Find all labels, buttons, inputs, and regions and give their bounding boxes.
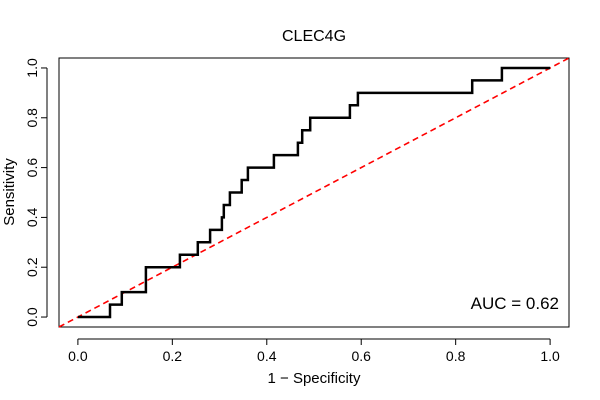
y-axis-title: Sensitivity [1, 158, 18, 226]
y-tick-label: 1.0 [24, 58, 40, 78]
y-tick-label: 0.6 [24, 158, 40, 178]
x-tick-label: 0.2 [163, 348, 183, 364]
y-axis: 0.0 0.2 0.4 0.6 0.8 1.0 [24, 58, 48, 327]
y-tick-label: 0.2 [24, 257, 40, 277]
x-axis-title: 1 − Specificity [268, 370, 361, 387]
x-axis: 0.0 0.2 0.4 0.6 0.8 1.0 [68, 338, 560, 364]
reference-diagonal-line [58, 57, 570, 328]
x-tick-label: 0.8 [446, 348, 466, 364]
roc-curve-line [77, 66, 551, 319]
x-tick-label: 0.4 [257, 348, 277, 364]
x-tick-label: 0.0 [68, 348, 88, 364]
x-tick-label: 1.0 [540, 348, 560, 364]
y-tick-label: 0.0 [24, 307, 40, 327]
auc-annotation: AUC = 0.62 [471, 294, 559, 313]
y-tick-label: 0.8 [24, 108, 40, 128]
y-tick-label: 0.4 [24, 207, 40, 227]
x-tick-label: 0.6 [351, 348, 371, 364]
chart-title: CLEC4G [282, 28, 346, 45]
plot-frame [58, 57, 570, 328]
